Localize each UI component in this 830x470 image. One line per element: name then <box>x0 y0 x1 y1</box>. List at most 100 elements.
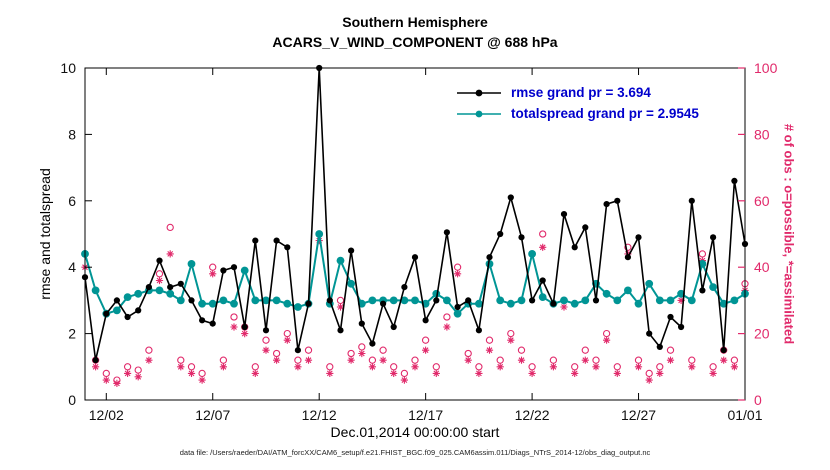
rmse-marker <box>305 300 312 307</box>
obs-possible-marker <box>571 363 579 371</box>
totalspread-marker <box>198 299 207 308</box>
totalspread-marker <box>655 296 664 305</box>
obs-possible-marker <box>443 313 451 321</box>
obs-possible-marker <box>507 329 515 338</box>
totalspread-marker <box>411 296 419 305</box>
totalspread-marker <box>251 296 260 305</box>
totalspread-marker <box>624 286 632 295</box>
totalspread-marker <box>315 230 324 238</box>
y-right-tick-label: 20 <box>754 326 770 342</box>
rmse-marker <box>252 237 259 244</box>
rmse-marker <box>358 320 365 327</box>
x-axis-label: Dec.01,2014 00:00:00 start <box>330 424 500 440</box>
rmse-marker <box>124 313 131 321</box>
totalspread-marker <box>134 289 143 298</box>
obs-assimilated-marker <box>379 356 387 364</box>
obs-assimilated-marker <box>336 303 345 311</box>
obs-possible-marker <box>390 363 398 371</box>
obs-possible-marker <box>730 356 739 364</box>
obs-assimilated-marker <box>273 356 281 364</box>
y-left-tick-label: 4 <box>68 259 76 275</box>
totalspread-marker <box>506 299 515 308</box>
totalspread-legend-line-icon <box>457 110 501 117</box>
totalspread-marker <box>187 260 196 268</box>
totalspread-marker <box>389 296 398 305</box>
obs-assimilated-marker <box>581 356 589 364</box>
obs-assimilated-marker <box>592 363 600 371</box>
y-right-tick-label: 40 <box>754 259 770 275</box>
obs-assimilated-marker <box>198 376 206 384</box>
obs-assimilated-marker <box>656 369 664 377</box>
obs-possible-marker <box>634 356 643 364</box>
rmse-marker <box>433 297 440 304</box>
obs-assimilated-marker <box>443 323 451 331</box>
obs-assimilated-marker <box>187 369 196 377</box>
obs-assimilated-marker <box>124 369 132 377</box>
totalspread-marker <box>283 299 292 308</box>
obs-assimilated-marker <box>528 369 536 377</box>
obs-possible-marker <box>177 356 185 364</box>
rmse-marker <box>422 317 429 324</box>
obs-assimilated-marker <box>603 336 611 344</box>
obs-possible-marker <box>187 363 196 371</box>
rmse-marker <box>220 267 227 274</box>
obs-assimilated-marker <box>475 369 483 377</box>
obs-assimilated-marker <box>177 363 185 371</box>
totalspread-marker <box>230 299 238 308</box>
obs-assimilated-marker <box>464 356 472 364</box>
obs-possible-marker <box>198 369 206 378</box>
rmse-marker <box>560 211 568 218</box>
rmse-marker <box>720 347 727 354</box>
rmse-marker <box>177 280 184 287</box>
totalspread-marker <box>294 303 302 311</box>
obs-assimilated-marker <box>166 250 174 258</box>
obs-possible-marker <box>230 313 238 321</box>
rmse-marker <box>103 310 110 317</box>
rmse-marker <box>667 313 674 321</box>
x-tick-label: 12/17 <box>408 407 443 423</box>
rmse-marker <box>294 347 301 354</box>
totalspread-marker <box>155 286 164 295</box>
rmse-marker <box>135 307 142 314</box>
totalspread-marker <box>698 260 707 268</box>
y-left-tick-label: 0 <box>68 392 76 408</box>
y-left-tick-label: 2 <box>68 326 76 342</box>
rmse-marker <box>390 323 397 331</box>
rmse-marker <box>380 300 387 307</box>
obs-possible-marker <box>283 329 291 338</box>
legend-label-totalspread: totalspread grand pr = 2.9545 <box>511 106 699 121</box>
rmse-marker <box>199 317 206 324</box>
rmse-marker <box>273 237 280 244</box>
obs-possible-marker <box>294 356 302 364</box>
chart-subtitle: ACARS_V_WIND_COMPONENT @ 688 hPa <box>272 34 558 51</box>
rmse-marker <box>710 234 717 241</box>
x-tick-label: 12/27 <box>621 407 656 423</box>
totalspread-marker <box>560 296 568 305</box>
obs-assimilated-marker <box>219 363 227 371</box>
rmse-marker <box>241 323 248 331</box>
obs-assimilated-marker <box>102 376 110 384</box>
obs-assimilated-marker <box>549 363 557 371</box>
totalspread-marker <box>634 299 643 308</box>
totalspread-marker <box>719 299 728 308</box>
obs-assimilated-marker <box>230 323 238 331</box>
obs-assimilated-marker <box>422 346 430 354</box>
rmse-marker <box>401 284 408 291</box>
obs-assimilated-marker <box>304 356 313 364</box>
totalspread-marker <box>113 306 121 315</box>
y-right-tick-label: 60 <box>754 193 770 209</box>
totalspread-marker <box>219 296 228 305</box>
obs-assimilated-marker <box>283 336 291 344</box>
obs-assimilated-marker <box>411 363 419 371</box>
obs-assimilated-marker <box>241 330 249 338</box>
totalspread-marker <box>400 296 409 305</box>
rmse-marker <box>550 300 557 307</box>
obs-possible-marker <box>262 336 270 344</box>
obs-assimilated-marker <box>347 356 355 364</box>
obs-possible-marker <box>666 346 675 354</box>
obs-assimilated-marker <box>517 356 526 364</box>
x-tick-label: 01/01 <box>727 407 762 423</box>
legend-entry-totalspread: totalspread grand pr = 2.9545 <box>455 103 699 124</box>
chart-title: Southern Hemisphere <box>342 14 488 30</box>
